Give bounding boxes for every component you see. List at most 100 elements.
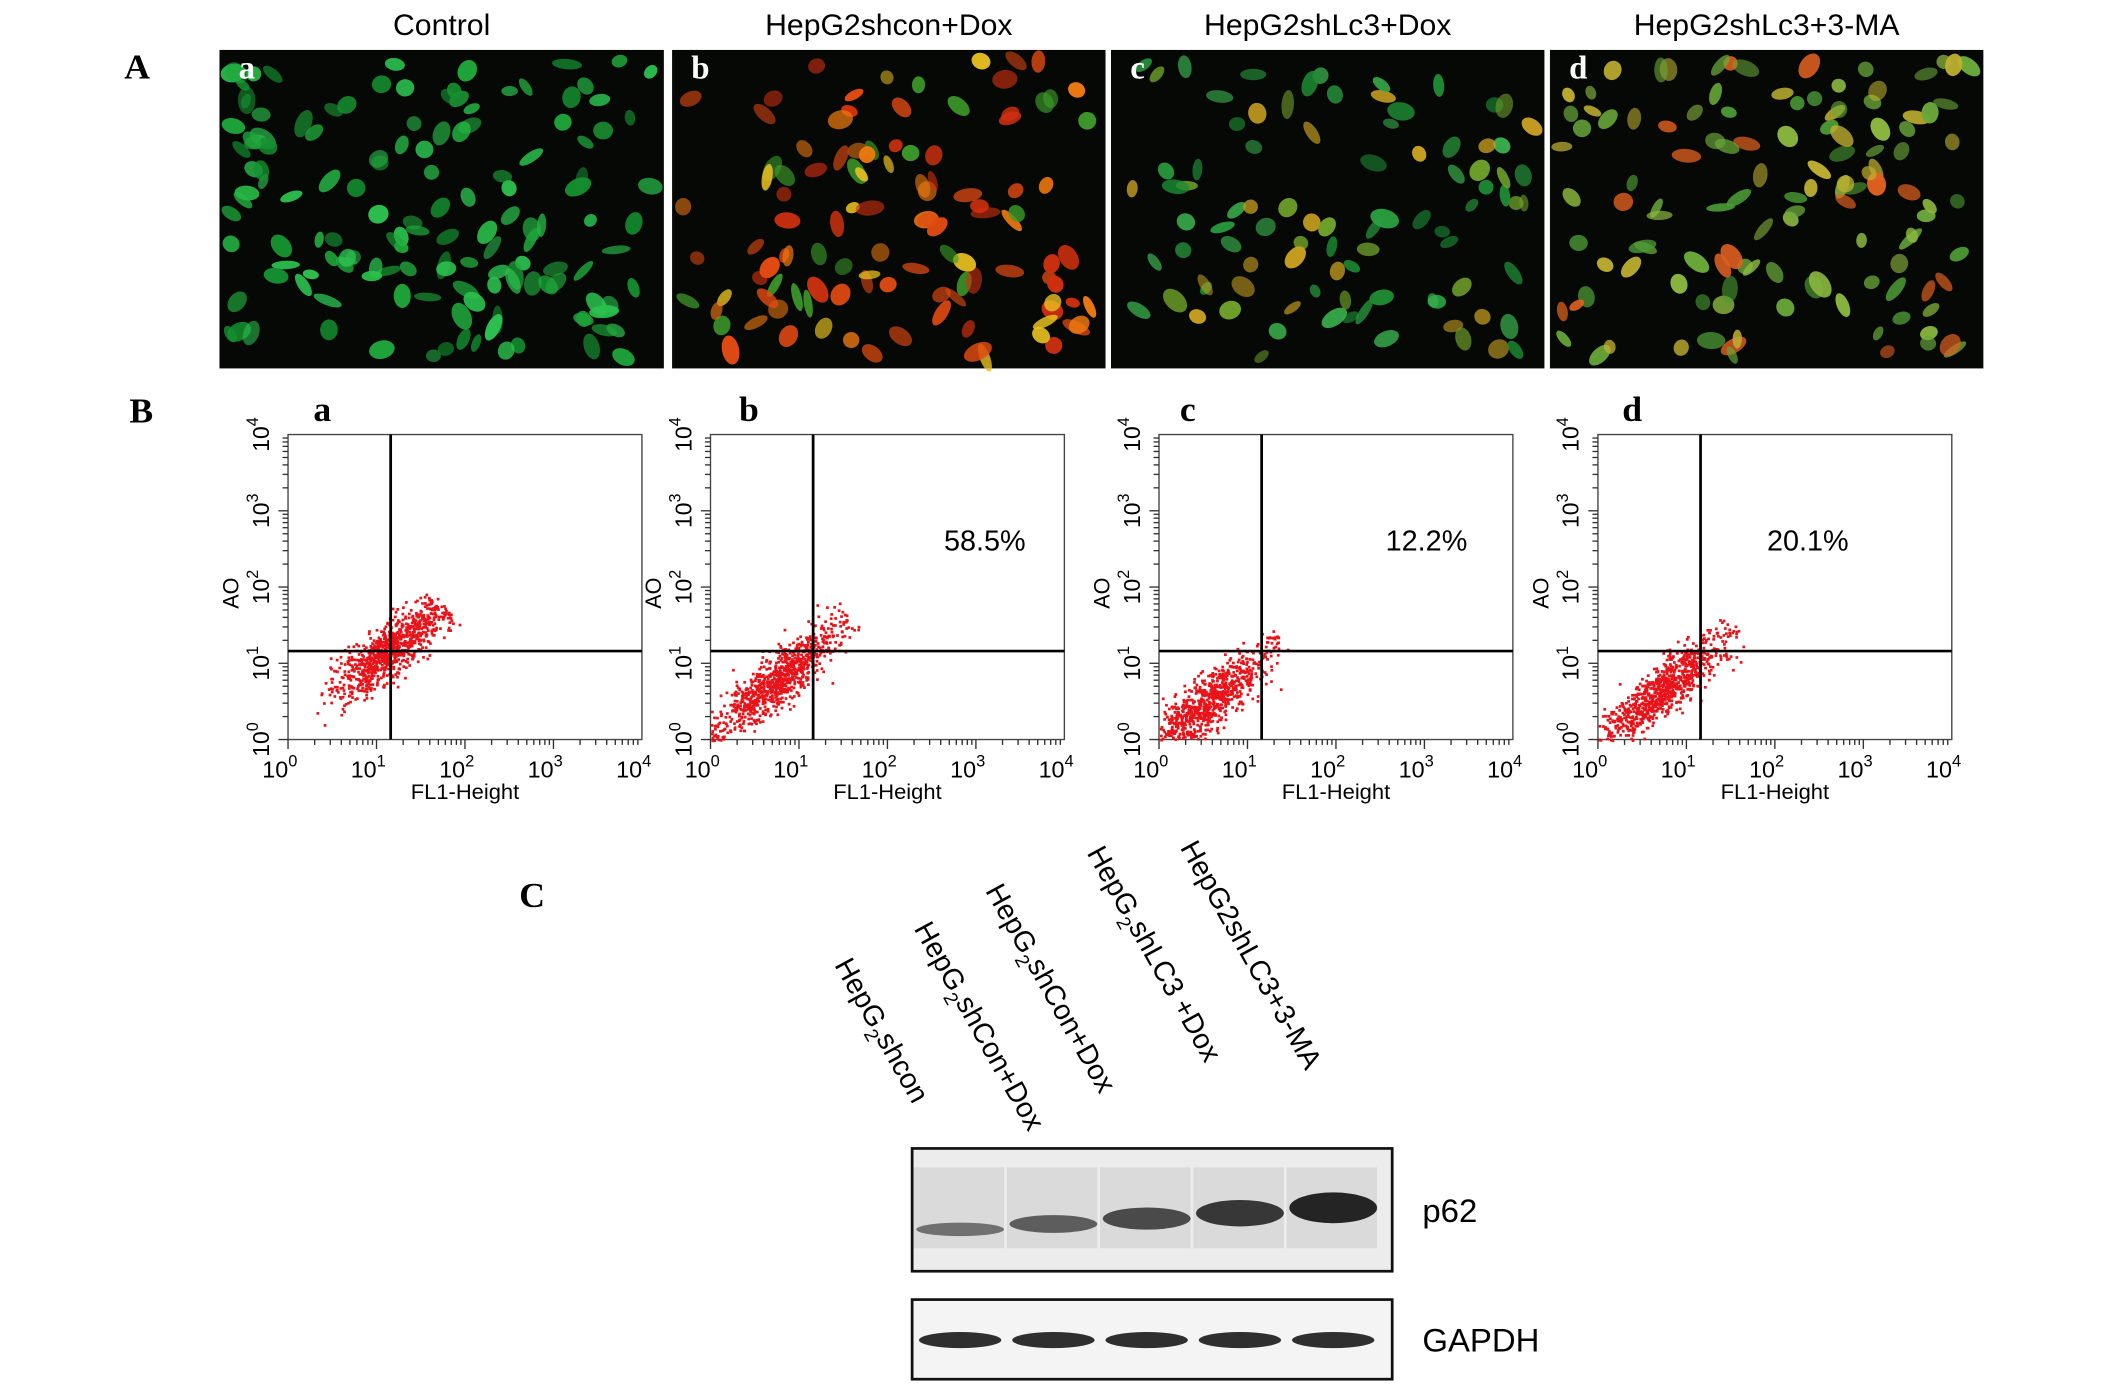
dot bbox=[1665, 701, 1669, 705]
dot bbox=[366, 669, 370, 673]
dot bbox=[1216, 692, 1220, 695]
dot bbox=[745, 691, 748, 695]
dot bbox=[1189, 725, 1193, 729]
dot bbox=[433, 622, 437, 626]
dot bbox=[1160, 725, 1164, 729]
dot bbox=[1202, 690, 1206, 694]
tick-exp: 3 bbox=[666, 494, 684, 503]
dot bbox=[1624, 734, 1628, 737]
dot bbox=[364, 680, 367, 684]
cell bbox=[1603, 339, 1616, 354]
dot bbox=[815, 636, 818, 640]
cell bbox=[880, 70, 894, 85]
dot bbox=[843, 634, 847, 638]
dot bbox=[730, 693, 734, 697]
percent-label: 58.5% bbox=[944, 526, 1026, 558]
dot bbox=[1215, 696, 1218, 700]
cell bbox=[1365, 218, 1383, 239]
dot bbox=[384, 646, 388, 650]
dot bbox=[355, 643, 359, 646]
dot bbox=[746, 697, 750, 701]
cell bbox=[1065, 297, 1080, 308]
dot bbox=[759, 675, 763, 679]
cell bbox=[879, 276, 897, 293]
dot bbox=[415, 633, 418, 637]
dot bbox=[1664, 687, 1668, 691]
dot bbox=[1659, 680, 1663, 684]
dot bbox=[797, 642, 801, 646]
dot bbox=[1226, 661, 1229, 665]
tick-base: 10 bbox=[773, 756, 799, 782]
dot bbox=[711, 736, 715, 740]
cell bbox=[324, 232, 343, 247]
dot bbox=[1218, 718, 1222, 722]
dot bbox=[393, 658, 397, 662]
dot bbox=[1716, 663, 1720, 666]
dot bbox=[1628, 720, 1631, 724]
dot bbox=[1706, 653, 1709, 656]
dot bbox=[449, 617, 453, 620]
scatter-cloud bbox=[1159, 630, 1290, 742]
dot bbox=[382, 666, 386, 670]
dot bbox=[1687, 680, 1691, 684]
cell bbox=[1326, 236, 1338, 257]
dot bbox=[386, 657, 390, 660]
dot bbox=[818, 653, 822, 657]
dot bbox=[1173, 732, 1177, 735]
dot bbox=[1703, 657, 1707, 660]
dot bbox=[426, 617, 430, 621]
cell bbox=[436, 261, 457, 277]
dot bbox=[1689, 663, 1692, 667]
cell bbox=[393, 283, 411, 308]
dot bbox=[357, 689, 361, 693]
dot bbox=[1681, 656, 1685, 660]
dot bbox=[1234, 685, 1237, 688]
dot bbox=[371, 669, 374, 673]
dot bbox=[360, 670, 364, 674]
cell bbox=[1219, 300, 1242, 320]
dot bbox=[1650, 695, 1654, 699]
dot bbox=[803, 686, 806, 689]
dot bbox=[831, 624, 835, 627]
dot bbox=[1692, 659, 1696, 663]
dot bbox=[1242, 641, 1246, 645]
dot bbox=[1739, 661, 1743, 664]
dot bbox=[1666, 666, 1670, 670]
dot bbox=[764, 708, 768, 712]
dot bbox=[1238, 666, 1241, 670]
dot bbox=[1185, 714, 1188, 718]
dot bbox=[1170, 714, 1174, 718]
dot bbox=[755, 722, 758, 726]
dot bbox=[796, 637, 800, 641]
dot bbox=[1675, 652, 1679, 655]
dot bbox=[1206, 721, 1210, 724]
dot bbox=[1641, 706, 1645, 710]
dot bbox=[767, 667, 771, 670]
cell bbox=[939, 244, 959, 264]
cell bbox=[302, 269, 319, 280]
cell bbox=[583, 333, 600, 360]
tick-exp: 0 bbox=[244, 722, 262, 731]
dot bbox=[1201, 700, 1204, 703]
cell bbox=[1032, 314, 1058, 330]
dot bbox=[1276, 653, 1280, 657]
dot bbox=[745, 687, 748, 690]
dot bbox=[1640, 719, 1644, 723]
dot bbox=[1662, 675, 1666, 679]
blot-label: p62 bbox=[1422, 1192, 1477, 1229]
dot bbox=[1204, 693, 1208, 697]
dot bbox=[382, 633, 385, 637]
dot bbox=[1277, 647, 1281, 651]
dot bbox=[380, 663, 384, 667]
dot bbox=[362, 644, 366, 648]
dot bbox=[808, 655, 812, 659]
cell bbox=[782, 245, 794, 267]
dot bbox=[1216, 690, 1219, 694]
dot bbox=[774, 669, 777, 673]
dot bbox=[413, 621, 417, 624]
dot bbox=[1666, 710, 1670, 714]
dot bbox=[1211, 675, 1215, 679]
dot bbox=[738, 718, 742, 722]
y-tick-label: 102 bbox=[244, 570, 274, 605]
dot bbox=[746, 712, 750, 716]
